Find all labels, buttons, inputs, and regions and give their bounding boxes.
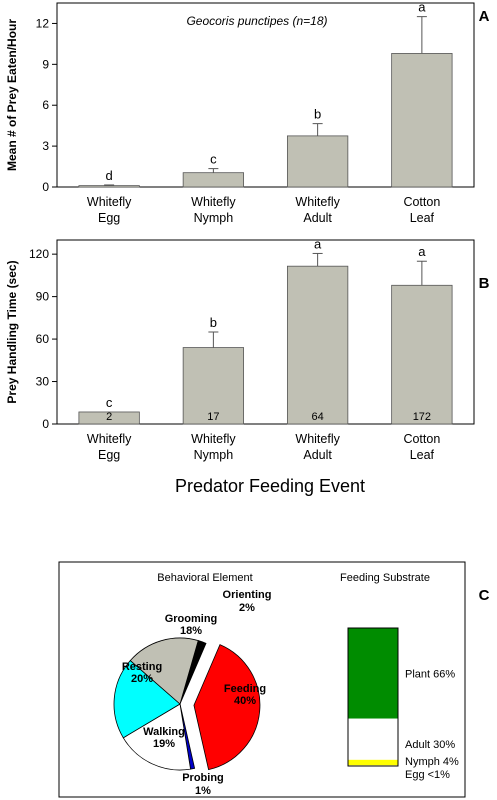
pie-slice-label: Feeding [224, 683, 266, 695]
significance-letter: b [314, 107, 321, 122]
bar [286, 135, 349, 188]
y-tick-label: 0 [42, 180, 49, 194]
panel-a: A Geocoris punctipes (n=18) Mean # of Pr… [5, 0, 490, 225]
bar [391, 284, 453, 425]
significance-letter: d [106, 168, 113, 183]
pie-slice-value: 18% [180, 625, 202, 637]
significance-letter: a [418, 244, 426, 259]
panel-b-x-labels: Whitefly Egg Whitefly Nymph Whitefly Adult Cot… [87, 432, 440, 462]
x-tick-label: Cotton [403, 432, 440, 446]
pie-slice-value: 20% [131, 673, 153, 685]
panel-a-label: A [479, 8, 490, 25]
y-tick-label: 120 [29, 247, 49, 261]
panel-c: C Behavioral Element Feeding Substrate O… [58, 561, 490, 798]
bar-sample-size: 64 [312, 411, 324, 423]
bar-sample-size: 172 [413, 411, 431, 423]
panel-b-x-axis-label: Predator Feeding Event [175, 476, 365, 496]
bar-sample-size: 2 [106, 411, 112, 423]
substrate-label: Adult 30% [405, 739, 455, 751]
x-tick-label: Egg [98, 211, 120, 225]
substrate-label: Plant 66% [405, 668, 455, 680]
x-tick-label: Cotton [403, 195, 440, 209]
x-tick-label: Nymph [194, 448, 234, 462]
substrate-label: Nymph 4% [405, 756, 459, 768]
x-tick-label: Whitefly [191, 195, 236, 209]
pie-slice [113, 659, 181, 739]
substrate-bar-outline [347, 627, 399, 767]
panel-b-frame [56, 239, 475, 425]
y-tick-label: 3 [42, 139, 49, 153]
x-tick-label: Adult [303, 448, 332, 462]
pie-slice-label: Walking [143, 726, 185, 738]
substrate-segment [348, 759, 398, 766]
x-tick-label: Whitefly [191, 432, 236, 446]
bar [78, 185, 140, 188]
panel-a-bars: d c b a [78, 0, 453, 188]
panel-b-y-ticks: 0 30 60 90 120 [29, 247, 57, 431]
x-tick-label: Leaf [410, 211, 435, 225]
panel-c-frame [58, 561, 466, 798]
y-tick-label: 9 [42, 57, 49, 71]
bar [78, 411, 140, 425]
y-tick-label: 60 [36, 332, 50, 346]
pie-slice-label: Grooming [165, 613, 218, 625]
bar [286, 265, 349, 425]
panel-c-label: C [479, 587, 490, 604]
panel-b-y-axis-label: Prey Handling Time (sec) [5, 260, 19, 403]
panel-a-y-ticks: 0 3 6 9 12 [36, 16, 57, 194]
y-tick-label: 30 [36, 375, 50, 389]
substrate-stacked-bar [347, 627, 399, 767]
panel-b-label: B [479, 275, 490, 292]
y-tick-label: 12 [36, 16, 50, 30]
pie-slice-value: 19% [153, 738, 175, 750]
pie-slice-label: Resting [122, 661, 162, 673]
y-tick-label: 6 [42, 98, 49, 112]
x-tick-label: Adult [303, 211, 332, 225]
panel-a-x-labels: Whitefly Egg Whitefly Nymph Whitefly Adult Cot… [87, 195, 440, 225]
panel-b-bars: c2 b 17 a 64 a 172 [78, 236, 453, 425]
x-tick-label: Egg [98, 448, 120, 462]
significance-letter: a [314, 236, 322, 251]
x-tick-label: Nymph [194, 211, 234, 225]
pie-slice-value: 40% [234, 695, 256, 707]
bar [182, 347, 245, 425]
pie-slice [129, 637, 199, 705]
pie-slice-value: 1% [195, 785, 211, 797]
bar-sample-size: 17 [207, 411, 219, 423]
significance-letter: c [106, 395, 113, 410]
panel-a-title: Geocoris punctipes (n=18) [186, 14, 327, 28]
substrate-segment [348, 718, 398, 760]
panel-a-y-axis-label: Mean # of Prey Eaten/Hour [5, 19, 19, 171]
pie-title: Behavioral Element [157, 572, 252, 584]
pie-slice-label: Orienting [223, 589, 272, 601]
substrate-labels: Plant 66% Adult 30% Nymph 4%Egg <1% [405, 668, 459, 781]
bar [182, 172, 245, 188]
panel-b: B Prey Handling Time (sec) Predator Feed… [5, 236, 490, 496]
significance-letter: c [210, 152, 217, 167]
bar [391, 53, 453, 188]
pie-slice [193, 644, 261, 771]
significance-letter: b [210, 315, 217, 330]
y-tick-label: 90 [36, 290, 50, 304]
substrate-label: Egg <1% [405, 769, 450, 781]
y-tick-label: 0 [42, 417, 49, 431]
x-tick-label: Whitefly [87, 432, 132, 446]
x-tick-label: Whitefly [295, 195, 340, 209]
pie-slice-value: 2% [239, 602, 255, 614]
pie-slice-label: Probing [182, 772, 224, 784]
panel-a-frame [56, 2, 475, 188]
x-tick-label: Whitefly [295, 432, 340, 446]
significance-letter: a [418, 0, 426, 15]
x-tick-label: Leaf [410, 448, 435, 462]
substrate-segment [348, 628, 398, 719]
pie-slice [122, 703, 192, 771]
substrate-title: Feeding Substrate [340, 572, 430, 584]
behavior-pie [113, 637, 261, 771]
x-tick-label: Whitefly [87, 195, 132, 209]
